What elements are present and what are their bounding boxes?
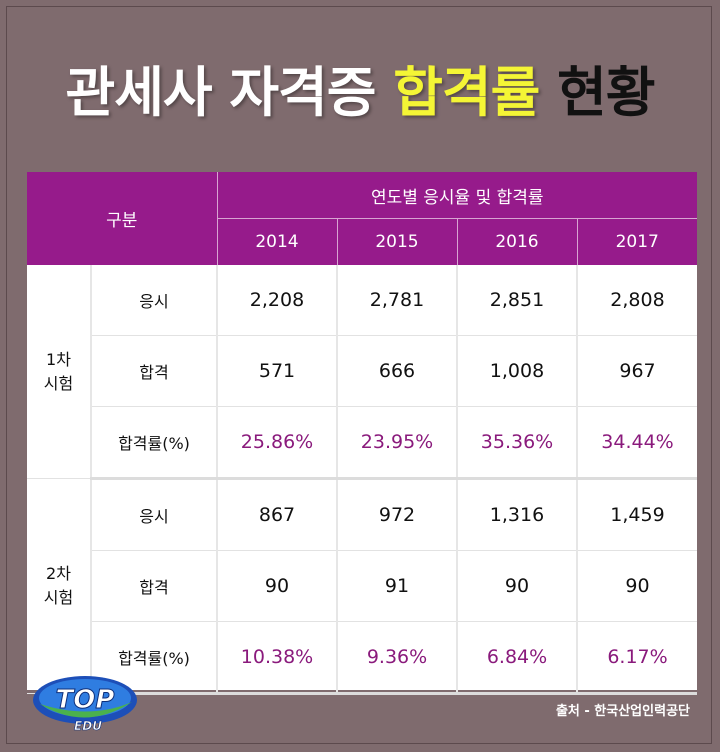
table-row: 합격률(%) 10.38% 9.36% 6.84% 6.17% [27,621,697,695]
row-label: 응시 [91,478,217,551]
table-cell: 967 [576,335,697,407]
table-cell: 1,459 [576,478,697,551]
title-part-3: 현황 [557,61,655,124]
table-cell: 2,781 [336,265,457,336]
table-cell: 972 [336,478,457,551]
table-cell: 1,316 [456,478,577,551]
table-cell: 2,208 [216,265,337,336]
frame-border [6,6,712,744]
table-cell: 2,808 [576,265,697,336]
table-cell: 90 [216,550,337,622]
table-row: 합격 571 666 1,008 967 [27,335,697,407]
row-label: 합격 [91,550,217,622]
table-row: 2차 시험 응시 867 972 1,316 1,459 [27,478,697,694]
source-note: 출처 - 한국산업인력공단 [555,704,690,719]
svg-text:TOP: TOP [56,685,115,715]
table-row: 합격 90 91 90 90 [27,550,697,622]
row-label: 합격률(%) [91,406,217,480]
table-cell: 23.95% [336,406,457,480]
table-row: 1차 시험 응시 2,208 2,781 2,851 2,808 [27,265,697,479]
title-part-1: 관세사 자격증 [65,61,377,124]
section-label: 1차 시험 [27,265,92,479]
table-cell: 6.84% [456,621,577,695]
header-year: 2014 [216,218,337,265]
table-row: 합격률(%) 25.86% 23.95% 35.36% 34.44% [27,406,697,480]
header-year: 2017 [576,218,697,265]
header-year: 2015 [336,218,457,265]
table-cell: 35.36% [456,406,577,480]
header-group: 구분 [27,172,218,265]
top-edu-logo: TOP EDU [33,676,137,733]
table-cell: 91 [336,550,457,622]
row-label: 응시 [91,265,217,336]
title-part-2: 합격률 [393,61,540,124]
table-cell: 6.17% [576,621,697,695]
header-years-label: 연도별 응시율 및 합격률 [217,172,697,219]
table-cell: 571 [216,335,337,407]
page-title: 관세사 자격증 합격률 현황 [0,58,720,128]
table-cell: 1,008 [456,335,577,407]
table-cell: 867 [216,478,337,551]
table-cell: 34.44% [576,406,697,480]
header-year: 2016 [456,218,577,265]
table-cell: 9.36% [336,621,457,695]
table-cell: 666 [336,335,457,407]
svg-text:EDU: EDU [74,719,102,733]
table-cell: 90 [576,550,697,622]
pass-rate-table: 구분 연도별 응시율 및 합격률 2014 2015 2016 2017 1차 … [27,172,697,695]
section-label: 2차 시험 [27,478,92,694]
table-cell: 2,851 [456,265,577,336]
row-label: 합격 [91,335,217,407]
table-cell: 10.38% [216,621,337,695]
table-cell: 90 [456,550,577,622]
table-cell: 25.86% [216,406,337,480]
